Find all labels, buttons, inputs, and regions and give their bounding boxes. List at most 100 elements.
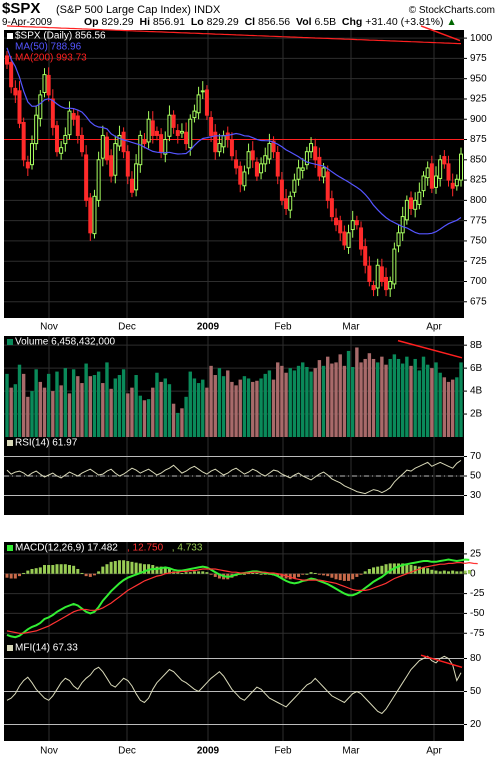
- macd-histogram-bar: [313, 572, 317, 574]
- macd-histogram-bar: [276, 573, 280, 577]
- volume-bar: [142, 400, 147, 437]
- macd-histogram-bar: [134, 562, 138, 574]
- candle-body: [254, 161, 259, 177]
- volume-bar: [9, 387, 13, 437]
- candle-body: [84, 154, 89, 201]
- macd-histogram-bar: [76, 568, 80, 574]
- y-tick-label: 775: [470, 215, 487, 226]
- candle-body: [454, 178, 459, 187]
- volume-bar: [375, 362, 380, 437]
- candle-body: [92, 195, 97, 235]
- macd-histogram-bar: [309, 572, 313, 574]
- price-candle: [129, 171, 134, 198]
- price-candle: [417, 182, 422, 210]
- volume-bar: [184, 396, 188, 437]
- candle-body: [334, 217, 339, 226]
- macd-histogram-bar: [138, 563, 142, 574]
- volume-bar: [55, 371, 59, 437]
- close-label: Cl: [244, 16, 256, 28]
- y-tick-label: 2B: [470, 409, 483, 420]
- open-value: 829.29: [101, 16, 134, 28]
- volume-bar: [17, 364, 22, 437]
- mfi-swatch-icon: [7, 645, 13, 651]
- index-fullname: (S&P 500 Large Cap Index): [56, 4, 191, 16]
- volume-bar: [5, 373, 9, 437]
- macd-histogram-bar: [184, 572, 188, 574]
- low-label: Lo: [190, 16, 204, 28]
- candle-body: [88, 197, 93, 234]
- candle-body: [221, 134, 226, 148]
- candle-body: [329, 198, 334, 218]
- price-candle: [346, 224, 351, 254]
- volume-bar: [355, 347, 359, 437]
- price-candle: [79, 127, 84, 157]
- candle-body: [367, 265, 372, 282]
- y-tick-label: 850: [470, 154, 487, 165]
- volume-bar: [330, 363, 334, 437]
- y-tick-label: -25: [470, 588, 485, 599]
- price-candle: [59, 141, 64, 160]
- volume-bar: [76, 376, 80, 437]
- macd-histogram-bar: [113, 561, 117, 574]
- macd-histogram-bar: [34, 568, 38, 574]
- price-candle: [100, 125, 105, 167]
- macd-histogram-bar: [192, 571, 196, 574]
- price-candle: [400, 206, 405, 241]
- volume-bar: [30, 391, 34, 437]
- price-candle: [288, 191, 293, 219]
- volume-bar: [455, 377, 459, 437]
- price-candle: [438, 154, 443, 187]
- mfi-line: [6, 655, 462, 715]
- volume-bar: [276, 362, 280, 437]
- candle-body: [21, 121, 26, 161]
- macd-histogram-bar: [430, 569, 434, 574]
- macd-histogram-bar: [84, 573, 88, 577]
- price-candle: [425, 161, 430, 186]
- y-tick-label: 675: [470, 296, 487, 307]
- volume-bar: [301, 362, 305, 437]
- volume-bar: [367, 353, 372, 437]
- macd-histogram-bar: [417, 566, 421, 574]
- price-candle: [113, 135, 118, 184]
- price-candle: [325, 165, 330, 209]
- y-tick-label: 925: [470, 94, 487, 105]
- price-candle: [404, 195, 409, 225]
- price-candle: [267, 133, 272, 164]
- quote-date: 9-Apr-2009: [2, 17, 53, 28]
- macd-histogram-bar: [401, 563, 405, 574]
- x-axis-label: Nov: [40, 746, 58, 757]
- macd-histogram-bar: [163, 567, 167, 574]
- price-candle: [454, 174, 459, 191]
- y-tick-label: 50: [470, 686, 482, 697]
- candle-body: [300, 167, 305, 171]
- price-candle: [284, 189, 289, 215]
- macd-histogram-bar: [63, 564, 67, 574]
- price-candle: [17, 81, 22, 129]
- macd-histogram-bar: [442, 570, 446, 574]
- macd-histogram-bar: [188, 572, 192, 574]
- candle-body: [159, 134, 164, 153]
- price-candle: [38, 90, 43, 127]
- price-candle: [9, 55, 14, 94]
- volume-bar: [51, 391, 55, 437]
- candle-body: [284, 198, 289, 209]
- volume-bar: [438, 372, 442, 437]
- price-candle: [167, 105, 172, 142]
- price-candle: [271, 136, 276, 159]
- x-axis-label: Dec: [118, 322, 136, 333]
- macd-histogram-bar: [105, 564, 109, 574]
- volume-bar: [446, 381, 451, 437]
- candle-body: [113, 143, 118, 176]
- price-candle: [92, 189, 97, 239]
- candle-body: [96, 159, 101, 201]
- x-axis-label: Apr: [426, 322, 442, 333]
- volume-bar: [155, 372, 159, 437]
- macd-histogram-bar: [467, 570, 471, 574]
- macd-histogram-bar: [322, 573, 326, 576]
- macd-histogram-bar: [109, 561, 113, 574]
- volume-bar: [409, 365, 413, 437]
- candle-body: [17, 90, 22, 124]
- volume-bar: [67, 393, 72, 437]
- candle-body: [459, 153, 463, 181]
- candle-body: [392, 248, 397, 285]
